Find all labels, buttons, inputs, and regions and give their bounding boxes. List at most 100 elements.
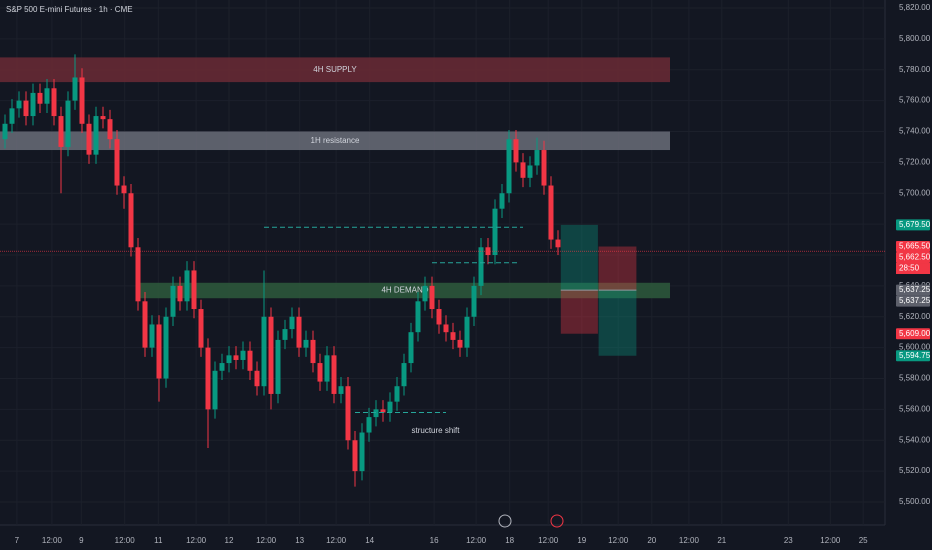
x-tick-label: 12:00 [326, 536, 347, 545]
position-stop [560, 290, 598, 334]
candle-body [464, 316, 470, 348]
candle-body [226, 355, 232, 364]
candle-body [275, 339, 281, 394]
x-tick-label: 12:00 [256, 536, 277, 545]
chart-title: S&P 500 E-mini Futures · 1h · CME [6, 5, 133, 14]
y-tick-label: 5,820.00 [899, 3, 931, 12]
zone [0, 57, 670, 83]
candle-body [233, 355, 239, 360]
candle-body [240, 350, 246, 360]
candle-body [310, 339, 316, 364]
candle-body [317, 363, 323, 382]
candle-body [191, 270, 197, 310]
candle-body [436, 309, 442, 325]
x-tick-label: 12 [225, 536, 234, 545]
countdown: 28:50 [899, 264, 920, 273]
x-tick-label: 12:00 [186, 536, 207, 545]
candle-body [149, 324, 155, 348]
candle-body [121, 185, 127, 194]
candle-body [373, 409, 379, 418]
candle-body [401, 363, 407, 387]
candle-body [443, 324, 449, 333]
zone-label: 4H DEMAND [381, 286, 428, 295]
zone-label: 1H resistance [311, 136, 360, 145]
y-tick-label: 5,740.00 [899, 127, 931, 136]
candle-body [352, 440, 358, 472]
candle-body [457, 339, 463, 348]
candle-body [527, 165, 533, 178]
x-tick-label: 12:00 [115, 536, 136, 545]
price-tag-label: 5,594.75 [899, 351, 931, 360]
price-tag [896, 328, 930, 340]
event-icon[interactable] [550, 514, 564, 528]
x-tick-label: 14 [365, 536, 374, 545]
price-tag [896, 284, 930, 296]
y-tick-label: 5,760.00 [899, 96, 931, 105]
y-tick-label: 5,580.00 [899, 374, 931, 383]
candle-body [16, 100, 22, 109]
candle-body [9, 108, 15, 124]
position-target [560, 224, 598, 291]
candle-body [345, 386, 351, 441]
candle-body [2, 123, 8, 140]
candle-body [58, 116, 64, 147]
candle-body [331, 355, 337, 394]
candle-body [30, 92, 36, 117]
zone [140, 282, 670, 299]
candle-body [93, 116, 99, 155]
price-tag [896, 350, 930, 362]
price-tag [896, 241, 930, 253]
candle-body [520, 162, 526, 178]
y-tick-label: 5,700.00 [899, 188, 931, 197]
candle-body [492, 208, 498, 255]
y-tick-label: 5,560.00 [899, 404, 931, 413]
candle-body [450, 332, 456, 340]
candle-body [205, 347, 211, 410]
candle-body [107, 119, 113, 140]
x-tick-label: 12:00 [679, 536, 700, 545]
price-tag-label: 5,609.00 [899, 329, 931, 338]
candle-body [261, 316, 267, 387]
x-tick-label: 25 [859, 536, 868, 545]
y-tick-label: 5,500.00 [899, 497, 931, 506]
candle-body [72, 77, 78, 101]
candle-body [499, 193, 505, 209]
candle-body [506, 139, 512, 194]
x-tick-label: 19 [577, 536, 586, 545]
y-tick-label: 5,540.00 [899, 435, 931, 444]
y-tick-label: 5,620.00 [899, 312, 931, 321]
candle-body [23, 100, 29, 117]
price-tag-label: 5,637.25 [899, 296, 931, 305]
candle-body [51, 88, 57, 117]
candle-body [282, 329, 288, 340]
annotation: structure shift [411, 426, 460, 435]
y-tick-label: 5,800.00 [899, 34, 931, 43]
candle-body [254, 370, 260, 387]
candle-body [541, 150, 547, 186]
candle-body [198, 309, 204, 348]
price-tag [896, 295, 930, 307]
x-tick-label: 12:00 [42, 536, 63, 545]
x-tick-label: 20 [647, 536, 656, 545]
candle-body [513, 139, 519, 163]
candle-body [471, 285, 477, 317]
candle-body [37, 92, 43, 104]
event-icon[interactable] [498, 514, 512, 528]
countdown-tag [896, 263, 930, 275]
candle-body [212, 370, 218, 410]
x-tick-label: 12:00 [820, 536, 841, 545]
candle-body [170, 285, 176, 317]
y-tick-label: 5,780.00 [899, 65, 931, 74]
candle-body [296, 316, 302, 348]
candle-body [429, 285, 435, 310]
candle-body [44, 88, 50, 104]
candle-body [408, 332, 414, 364]
candle-body [100, 116, 106, 120]
x-tick-label: 16 [430, 536, 439, 545]
price-tag-label: 5,679.50 [899, 220, 931, 229]
x-tick-label: 23 [784, 536, 793, 545]
candle-body [268, 316, 274, 394]
candle-body [415, 301, 421, 333]
